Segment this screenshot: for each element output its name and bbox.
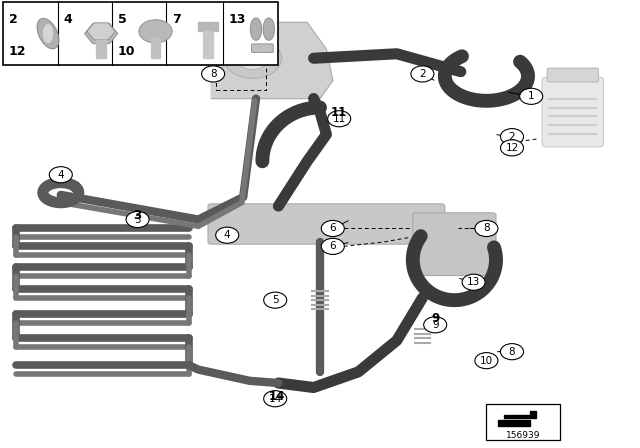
Polygon shape — [504, 411, 536, 418]
Text: 10: 10 — [118, 45, 135, 58]
Circle shape — [216, 227, 239, 243]
FancyBboxPatch shape — [542, 77, 604, 147]
Ellipse shape — [263, 18, 275, 40]
Text: 2: 2 — [9, 13, 18, 26]
Polygon shape — [498, 420, 530, 426]
Circle shape — [328, 111, 351, 127]
Text: 14: 14 — [269, 390, 285, 403]
Text: 7: 7 — [239, 51, 245, 61]
Text: 12: 12 — [9, 45, 26, 58]
Circle shape — [139, 20, 172, 43]
Text: 3: 3 — [134, 215, 141, 224]
Circle shape — [500, 129, 524, 145]
Circle shape — [126, 211, 149, 228]
Text: 12: 12 — [506, 143, 518, 153]
Polygon shape — [96, 40, 106, 58]
Circle shape — [49, 167, 72, 183]
Circle shape — [424, 317, 447, 333]
Text: 4: 4 — [224, 230, 230, 240]
Text: 8: 8 — [483, 224, 490, 233]
Circle shape — [321, 220, 344, 237]
FancyBboxPatch shape — [413, 213, 496, 276]
Text: 13: 13 — [467, 277, 480, 287]
Text: 4: 4 — [58, 170, 64, 180]
Circle shape — [475, 353, 498, 369]
FancyBboxPatch shape — [3, 2, 278, 65]
FancyBboxPatch shape — [252, 44, 273, 52]
Text: 11: 11 — [333, 114, 346, 124]
Polygon shape — [151, 38, 160, 58]
Circle shape — [475, 220, 498, 237]
Text: 8: 8 — [210, 69, 216, 79]
Ellipse shape — [250, 18, 262, 40]
Polygon shape — [198, 22, 218, 31]
Circle shape — [411, 66, 434, 82]
Text: 9: 9 — [432, 320, 438, 330]
FancyBboxPatch shape — [208, 204, 445, 244]
Text: 6: 6 — [330, 241, 336, 251]
Ellipse shape — [42, 23, 54, 43]
Text: 1: 1 — [528, 91, 534, 101]
Text: 7: 7 — [172, 13, 181, 26]
Polygon shape — [211, 22, 333, 99]
Text: 5: 5 — [272, 295, 278, 305]
Circle shape — [202, 66, 225, 82]
Circle shape — [224, 38, 282, 78]
Circle shape — [520, 88, 543, 104]
Polygon shape — [203, 31, 213, 58]
Text: 11: 11 — [331, 105, 348, 119]
Circle shape — [264, 391, 287, 407]
Text: 10: 10 — [480, 356, 493, 366]
Circle shape — [264, 292, 287, 308]
Text: 9: 9 — [431, 311, 439, 325]
Circle shape — [321, 238, 344, 254]
Text: 5: 5 — [118, 13, 127, 26]
Text: 4: 4 — [63, 13, 72, 26]
Ellipse shape — [37, 18, 59, 49]
Text: 8: 8 — [509, 347, 515, 357]
Text: 2: 2 — [419, 69, 426, 79]
Text: 3: 3 — [134, 208, 141, 222]
FancyBboxPatch shape — [486, 404, 560, 440]
Text: 156939: 156939 — [506, 431, 541, 440]
Circle shape — [500, 344, 524, 360]
Circle shape — [462, 274, 485, 290]
Circle shape — [230, 48, 253, 64]
Circle shape — [237, 47, 269, 69]
Text: 14: 14 — [269, 394, 282, 404]
Text: 2: 2 — [509, 132, 515, 142]
FancyBboxPatch shape — [547, 68, 598, 82]
Circle shape — [500, 140, 524, 156]
Text: 13: 13 — [228, 13, 246, 26]
Text: 6: 6 — [330, 224, 336, 233]
